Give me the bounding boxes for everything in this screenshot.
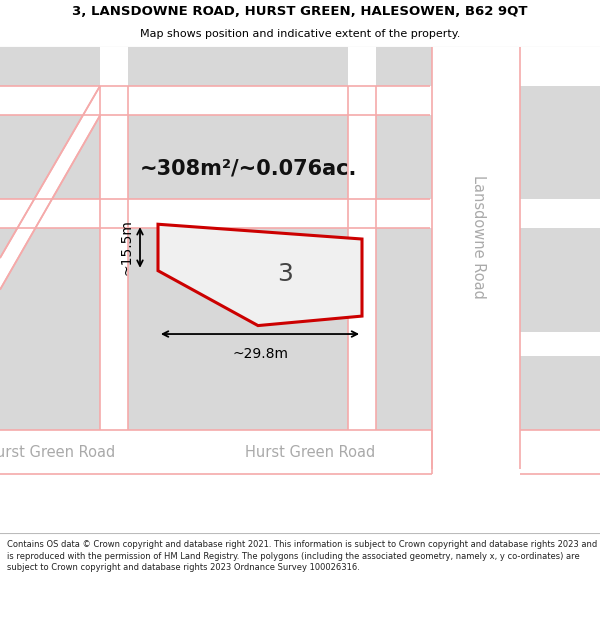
Text: 3: 3 [277,262,293,286]
Polygon shape [520,229,600,332]
Polygon shape [128,47,348,86]
Polygon shape [0,430,600,474]
Polygon shape [100,84,128,474]
Polygon shape [520,86,600,199]
Polygon shape [0,47,100,86]
Text: ~29.8m: ~29.8m [232,347,288,361]
Polygon shape [520,356,600,430]
Text: Hurst Green Road: Hurst Green Road [0,445,115,460]
Text: ~15.5m: ~15.5m [120,219,134,276]
Polygon shape [432,47,520,469]
Text: Lansdowne Road: Lansdowne Road [470,175,485,299]
Polygon shape [128,229,348,430]
Text: Contains OS data © Crown copyright and database right 2021. This information is : Contains OS data © Crown copyright and d… [7,540,598,572]
Polygon shape [0,116,100,199]
Polygon shape [0,86,100,290]
Polygon shape [0,199,430,229]
Polygon shape [158,224,362,326]
Polygon shape [376,47,432,86]
Polygon shape [0,86,430,116]
Polygon shape [0,86,100,290]
Polygon shape [376,116,432,199]
Text: Hurst Green Road: Hurst Green Road [245,445,375,460]
Polygon shape [128,116,348,199]
Text: ~308m²/~0.076ac.: ~308m²/~0.076ac. [139,158,356,178]
Polygon shape [376,229,432,430]
Text: 3, LANSDOWNE ROAD, HURST GREEN, HALESOWEN, B62 9QT: 3, LANSDOWNE ROAD, HURST GREEN, HALESOWE… [72,5,528,18]
Polygon shape [348,84,376,474]
Polygon shape [0,229,100,430]
Text: Map shows position and indicative extent of the property.: Map shows position and indicative extent… [140,29,460,39]
